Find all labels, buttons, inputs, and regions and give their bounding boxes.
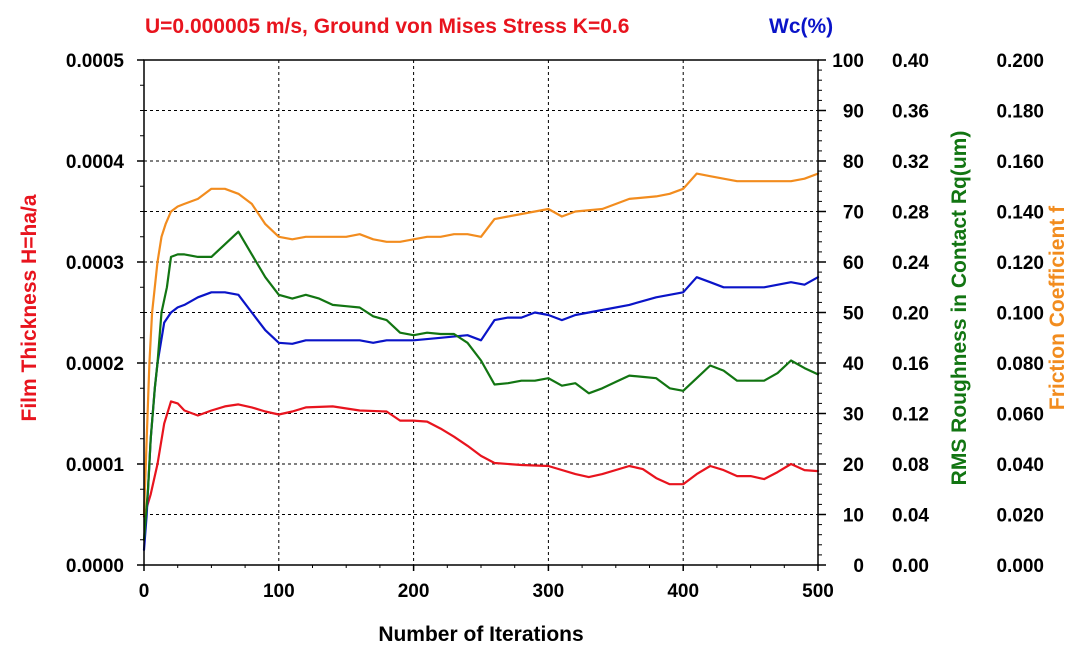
rq-tick-label: 0.40 bbox=[892, 51, 929, 72]
x-tick-label: 100 bbox=[263, 581, 295, 602]
rq-tick-label: 0.32 bbox=[892, 152, 929, 173]
left-tick-label: 0.0001 bbox=[66, 455, 125, 476]
chart-title: U=0.000005 m/s, Ground von Mises Stress … bbox=[145, 15, 629, 38]
friction-tick-label: 0.060 bbox=[996, 405, 1044, 426]
wc-axis-title: Wc(%) bbox=[769, 15, 833, 38]
left-axis-title: Film Thickness H=ha/a bbox=[18, 194, 41, 421]
wc-tick-label: 20 bbox=[843, 455, 864, 476]
wc-tick-label: 50 bbox=[843, 304, 864, 325]
friction-tick-label: 0.140 bbox=[996, 203, 1044, 224]
rq-tick-label: 0.20 bbox=[892, 304, 929, 325]
grid bbox=[144, 60, 818, 565]
wc-tick-label: 0 bbox=[853, 556, 864, 577]
friction-tick-label: 0.100 bbox=[996, 304, 1044, 325]
rq-line bbox=[142, 230, 820, 541]
friction-tick-label: 0.180 bbox=[996, 102, 1044, 123]
friction-axis-title: Friction Coefficient f bbox=[1046, 205, 1069, 410]
x-tick-label: 400 bbox=[667, 581, 699, 602]
series-layer bbox=[142, 172, 820, 552]
wc-tick-label: 80 bbox=[843, 152, 864, 173]
wc-tick-label: 60 bbox=[843, 253, 864, 274]
friction-tick-label: 0.020 bbox=[996, 506, 1044, 527]
rq-tick-label: 0.00 bbox=[892, 556, 929, 577]
x-axis-title: Number of Iterations bbox=[378, 623, 583, 646]
friction-tick-label: 0.040 bbox=[996, 455, 1044, 476]
left-tick-label: 0.0004 bbox=[66, 152, 125, 173]
friction-tick-label: 0.120 bbox=[996, 253, 1044, 274]
film-thickness-line bbox=[142, 400, 820, 518]
wc-tick-label: 70 bbox=[843, 203, 864, 224]
left-tick-label: 0.0005 bbox=[66, 51, 125, 72]
rq-tick-label: 0.12 bbox=[892, 405, 929, 426]
wc-tick-label: 40 bbox=[843, 354, 864, 375]
wc-tick-label: 30 bbox=[843, 405, 864, 426]
friction-tick-label: 0.000 bbox=[996, 556, 1044, 577]
x-tick-label: 300 bbox=[533, 581, 565, 602]
rq-tick-label: 0.36 bbox=[892, 102, 929, 123]
rq-tick-label: 0.08 bbox=[892, 455, 929, 476]
wc-tick-label: 100 bbox=[832, 51, 864, 72]
ticks: 0 100 200 300 400 5000.00000.00010.00020.0003… bbox=[66, 51, 1044, 602]
friction-tick-label: 0.200 bbox=[996, 51, 1044, 72]
friction-tick-label: 0.080 bbox=[996, 354, 1044, 375]
wc-tick-label: 10 bbox=[843, 506, 864, 527]
left-tick-label: 0.0002 bbox=[66, 354, 124, 375]
wc-line bbox=[142, 276, 820, 552]
friction-line bbox=[142, 172, 820, 516]
x-tick-label: 500 bbox=[802, 581, 834, 602]
x-tick-label: 200 bbox=[398, 581, 430, 602]
friction-tick-label: 0.160 bbox=[996, 152, 1044, 173]
rq-axis-title: RMS Roughness in Contact Rq(um) bbox=[948, 131, 971, 486]
rq-tick-label: 0.04 bbox=[892, 506, 929, 527]
left-tick-label: 0.0003 bbox=[66, 253, 124, 274]
rq-tick-label: 0.24 bbox=[892, 253, 929, 274]
left-tick-label: 0.0000 bbox=[66, 556, 124, 577]
rq-tick-label: 0.16 bbox=[892, 354, 929, 375]
wc-tick-label: 90 bbox=[843, 102, 864, 123]
rq-tick-label: 0.28 bbox=[892, 203, 929, 224]
x-tick-label: 0 bbox=[139, 581, 150, 602]
